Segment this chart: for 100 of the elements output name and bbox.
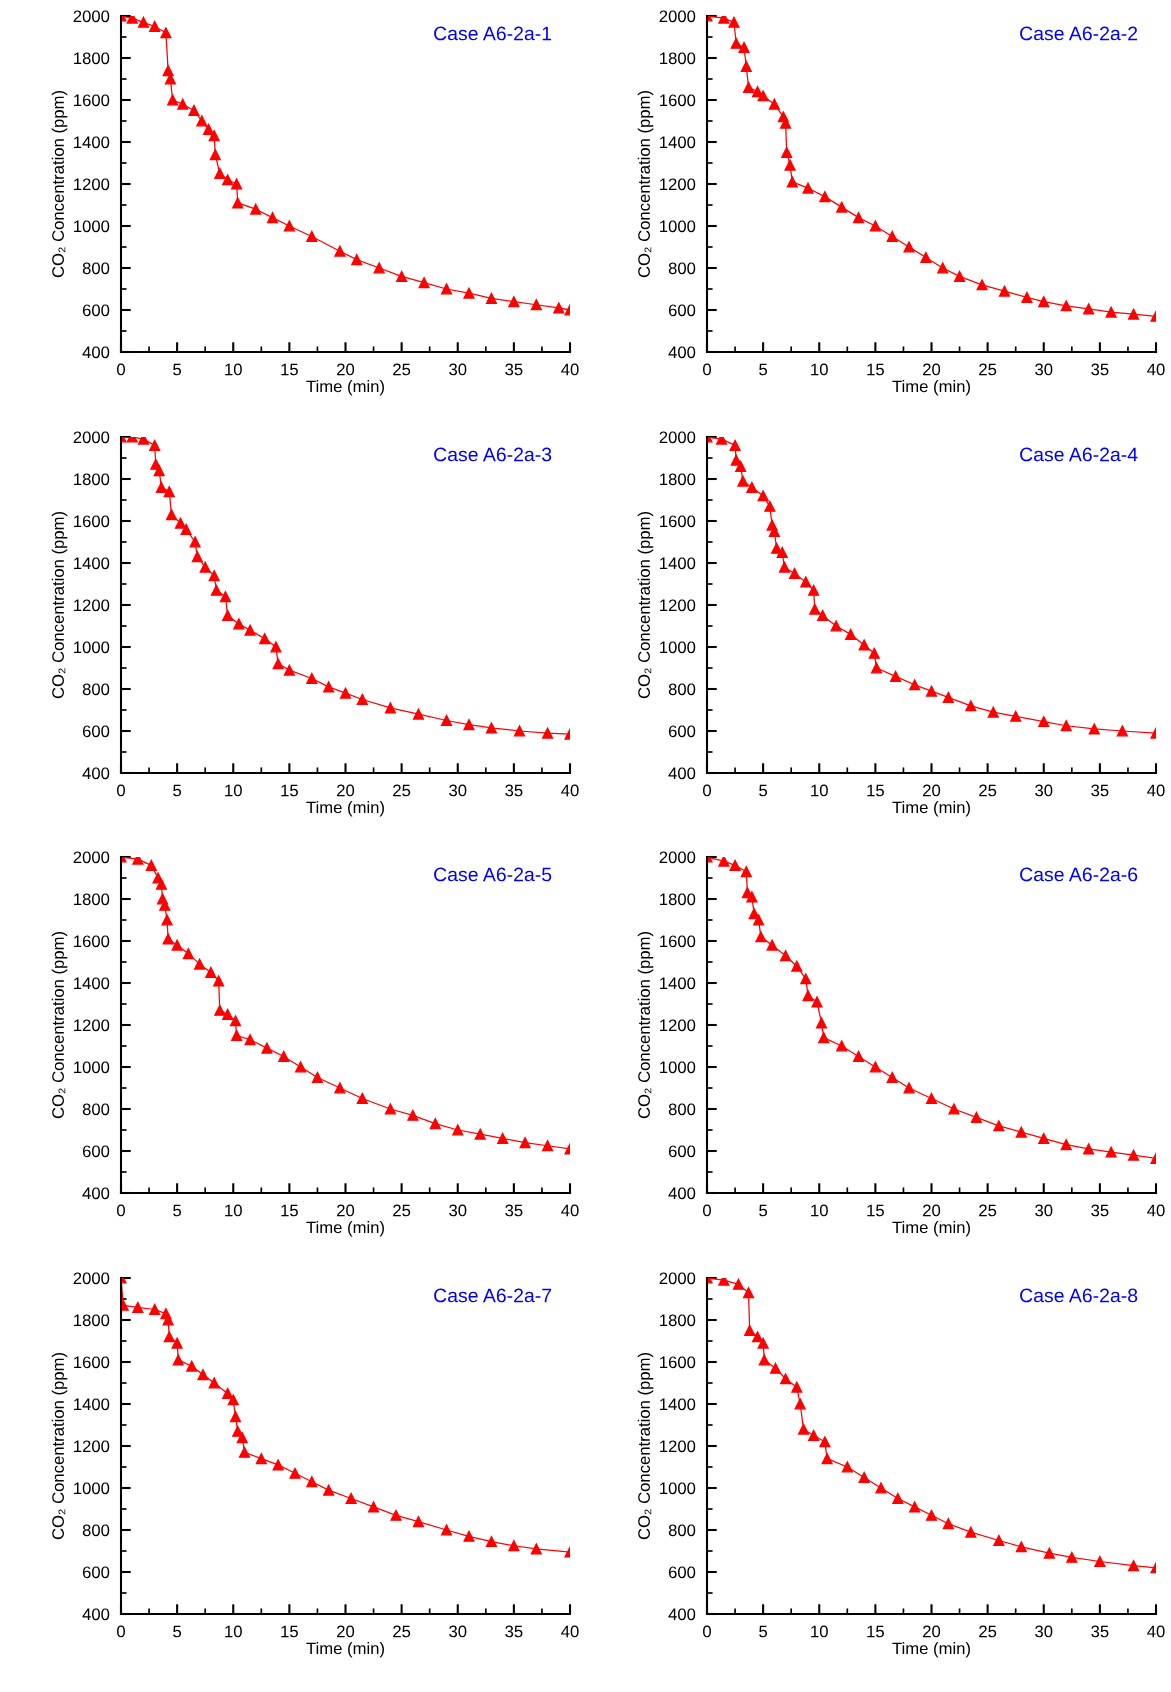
point	[886, 230, 898, 243]
x-tick-label: 35	[1091, 1625, 1109, 1638]
point	[440, 1524, 453, 1536]
point	[171, 1337, 183, 1349]
point	[222, 609, 234, 622]
point	[236, 1432, 248, 1444]
point	[407, 1109, 419, 1121]
y-tick-label: 1600	[660, 515, 696, 528]
point	[755, 931, 767, 943]
point	[1088, 723, 1100, 735]
point	[875, 1482, 887, 1494]
x-tick-label: 25	[979, 784, 997, 797]
point	[1038, 1132, 1050, 1144]
y-tick-label: 600	[668, 1145, 696, 1158]
point	[791, 1381, 803, 1393]
point	[869, 220, 881, 232]
point	[742, 81, 755, 93]
y-tick-label: 1800	[74, 52, 110, 65]
point	[345, 1492, 357, 1505]
y-tick-label: 800	[82, 1524, 110, 1537]
x-tick-label: 0	[117, 1204, 125, 1217]
point	[189, 536, 201, 548]
point	[819, 191, 831, 203]
point	[199, 561, 211, 573]
x-tick-label: 15	[867, 1204, 884, 1217]
point	[214, 1004, 226, 1016]
x-tick-label: 25	[979, 1204, 997, 1217]
point	[1010, 710, 1022, 722]
x-tick-label: 0	[117, 1625, 125, 1638]
x-tick-label: 0	[117, 784, 125, 797]
point	[255, 1453, 267, 1465]
y-tick-label: 1200	[74, 178, 110, 191]
point	[948, 1103, 960, 1115]
point	[513, 725, 526, 737]
point	[222, 174, 234, 186]
y-tick-label: 1800	[74, 473, 110, 486]
x-tick-label: 15	[281, 784, 298, 797]
point	[149, 439, 161, 451]
point	[998, 285, 1011, 297]
x-tick-label: 40	[1147, 1204, 1165, 1217]
x-axis-title: Time (min)	[306, 1642, 384, 1658]
x-tick-label: 15	[867, 1625, 884, 1638]
y-tick-label: 400	[668, 1187, 696, 1200]
x-tick-label: 25	[979, 363, 997, 376]
y-tick-label: 2000	[73, 851, 110, 864]
x-tick-label: 30	[1035, 1625, 1053, 1638]
x-axis-title: Time (min)	[892, 1642, 970, 1658]
point	[232, 197, 244, 209]
x-tick-label: 20	[337, 1625, 355, 1638]
point	[791, 960, 803, 972]
chart-title: Case A6-2a-5	[434, 867, 552, 882]
point	[742, 1287, 755, 1299]
chart-title: Case A6-2a-3	[434, 447, 552, 462]
point	[808, 1429, 820, 1442]
x-tick-label: 10	[811, 363, 828, 376]
y-tick-label: 1400	[74, 1398, 110, 1411]
point	[210, 584, 222, 596]
point	[208, 1377, 220, 1389]
point	[1060, 300, 1072, 312]
point	[356, 1092, 368, 1105]
x-tick-label: 30	[449, 1204, 467, 1217]
point	[1043, 1547, 1055, 1559]
y-tick-label: 1000	[74, 220, 110, 233]
point	[817, 609, 829, 622]
point	[177, 98, 189, 110]
point	[1060, 1139, 1072, 1151]
y-tick-label: 1000	[74, 1061, 110, 1074]
y-tick-label: 1800	[660, 52, 696, 65]
point	[925, 685, 938, 697]
x-tick-label: 30	[1035, 1204, 1053, 1217]
x-tick-label: 25	[393, 1625, 411, 1638]
x-tick-label: 20	[923, 363, 941, 376]
point	[541, 727, 554, 739]
point	[485, 722, 497, 734]
y-tick-label: 1800	[660, 893, 696, 906]
point	[160, 27, 172, 39]
point	[718, 857, 730, 867]
y-tick-label: 1200	[74, 1019, 110, 1032]
point	[145, 859, 157, 871]
y-tick-label: 1000	[660, 1061, 696, 1074]
point	[730, 37, 742, 49]
point	[781, 146, 793, 159]
point	[1083, 303, 1095, 315]
point	[852, 212, 865, 224]
point	[965, 700, 977, 712]
point	[497, 1132, 509, 1144]
point	[1038, 296, 1050, 308]
point	[339, 687, 352, 699]
x-tick-label: 30	[449, 784, 467, 797]
y-tick-label: 600	[668, 1566, 696, 1579]
point	[196, 115, 208, 127]
x-tick-label: 35	[505, 1204, 523, 1217]
y-tick-label: 1600	[660, 1356, 696, 1369]
y-tick-label: 400	[668, 1608, 696, 1621]
point	[858, 639, 870, 651]
y-tick-label: 2000	[73, 1272, 110, 1285]
point	[306, 230, 318, 243]
y-tick-label: 400	[82, 1187, 110, 1200]
y-tick-label: 2000	[659, 431, 696, 444]
point	[194, 958, 206, 970]
